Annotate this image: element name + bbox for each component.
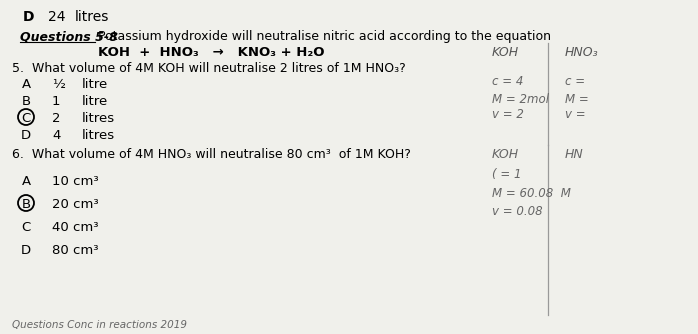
Text: M = 60.08  M: M = 60.08 M <box>492 187 571 200</box>
Text: KOH  +  HNO₃   →   KNO₃ + H₂O: KOH + HNO₃ → KNO₃ + H₂O <box>98 46 325 59</box>
Text: D: D <box>21 129 31 142</box>
Text: ½: ½ <box>52 78 65 91</box>
Text: B: B <box>22 95 31 108</box>
Text: D: D <box>21 244 31 257</box>
Text: litre: litre <box>82 78 108 91</box>
Text: c =: c = <box>565 75 585 88</box>
Text: litre: litre <box>82 95 108 108</box>
Text: 40 cm³: 40 cm³ <box>52 221 98 234</box>
Text: 80 cm³: 80 cm³ <box>52 244 98 257</box>
Text: C: C <box>22 221 31 234</box>
Text: B: B <box>22 198 31 211</box>
Text: HN: HN <box>565 148 584 161</box>
Text: litres: litres <box>82 112 115 125</box>
Text: 24: 24 <box>48 10 66 24</box>
Text: M = 2mol: M = 2mol <box>492 93 549 106</box>
Text: litres: litres <box>75 10 110 24</box>
Text: 1: 1 <box>52 95 61 108</box>
Text: Questions 5-8: Questions 5-8 <box>20 30 118 43</box>
Text: KOH: KOH <box>492 148 519 161</box>
Text: ( = 1: ( = 1 <box>492 168 521 181</box>
Text: HNO₃: HNO₃ <box>565 46 599 59</box>
Text: v = 0.08: v = 0.08 <box>492 205 542 218</box>
Text: Potassium hydroxide will neutralise nitric acid according to the equation: Potassium hydroxide will neutralise nitr… <box>98 30 551 43</box>
Text: KOH: KOH <box>492 46 519 59</box>
Text: 2: 2 <box>52 112 61 125</box>
Text: 6.  What volume of 4M HNO₃ will neutralise 80 cm³  of 1M KOH?: 6. What volume of 4M HNO₃ will neutralis… <box>12 148 411 161</box>
Text: A: A <box>22 175 31 188</box>
Text: D: D <box>22 10 34 24</box>
Text: v =: v = <box>565 108 586 121</box>
Text: A: A <box>22 78 31 91</box>
Text: C: C <box>22 112 31 125</box>
Text: v = 2: v = 2 <box>492 108 524 121</box>
Text: 4: 4 <box>52 129 60 142</box>
Text: 20 cm³: 20 cm³ <box>52 198 98 211</box>
Text: 10 cm³: 10 cm³ <box>52 175 98 188</box>
Text: c = 4: c = 4 <box>492 75 524 88</box>
Text: Questions Conc in reactions 2019: Questions Conc in reactions 2019 <box>12 320 187 330</box>
Text: 5.  What volume of 4M KOH will neutralise 2 litres of 1M HNO₃?: 5. What volume of 4M KOH will neutralise… <box>12 62 406 75</box>
Text: litres: litres <box>82 129 115 142</box>
Text: M =: M = <box>565 93 588 106</box>
